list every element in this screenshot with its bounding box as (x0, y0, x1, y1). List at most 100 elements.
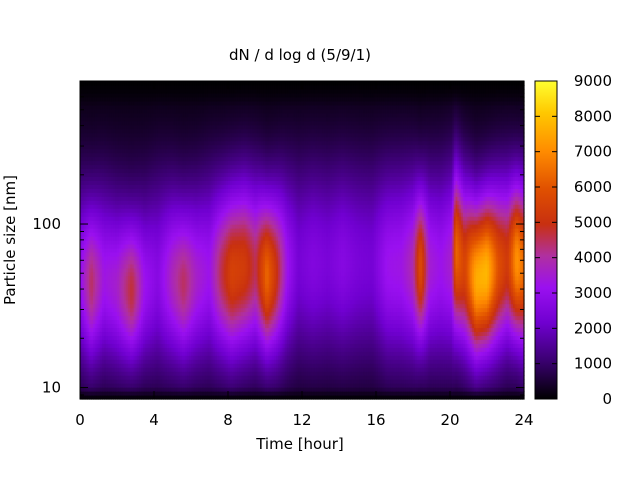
heatmap-cell (176, 363, 179, 368)
heatmap-cell (192, 255, 196, 261)
heatmap-cell (189, 383, 192, 388)
heatmap-cell (137, 84, 140, 90)
heatmap-cell (172, 263, 175, 269)
heatmap-cell (159, 391, 162, 396)
heatmap-cell (94, 216, 98, 221)
heatmap-cell (142, 247, 146, 253)
heatmap-cell (102, 116, 105, 122)
heatmap-cell (192, 275, 196, 281)
heatmap-cell (104, 343, 107, 348)
heatmap-cell (122, 303, 125, 309)
heatmap-cell (133, 371, 137, 376)
heatmap-cell (135, 184, 138, 189)
heatmap-cell (183, 81, 187, 86)
heatmap-cell (150, 335, 153, 340)
heatmap-cell (163, 251, 166, 257)
heatmap-cell (194, 271, 198, 277)
heatmap-cell (166, 240, 170, 245)
heatmap-cell (131, 391, 135, 396)
heatmap-cell (107, 132, 111, 138)
heatmap-cell (120, 152, 124, 158)
heatmap-cell (89, 92, 92, 98)
heatmap-cell (181, 104, 185, 110)
heatmap-cell (98, 216, 101, 221)
heatmap-cell (81, 188, 85, 193)
heatmap-cell (174, 291, 177, 297)
heatmap-cell (100, 359, 103, 364)
heatmap-cell (107, 247, 111, 253)
heatmap-cell (105, 379, 109, 384)
heatmap-cell (98, 255, 101, 261)
heatmap-cell (157, 112, 161, 118)
heatmap-cell (161, 116, 164, 122)
heatmap-cell (137, 148, 140, 154)
heatmap-cell (194, 367, 198, 372)
heatmap-cell (179, 81, 183, 86)
heatmap-cell (192, 299, 196, 305)
heatmap-cell (94, 367, 98, 372)
heatmap-cell (192, 128, 196, 134)
heatmap-cell (148, 108, 151, 114)
heatmap-cell (120, 228, 124, 233)
heatmap-cell (155, 275, 159, 281)
heatmap-cell (133, 343, 137, 348)
heatmap-cell (117, 391, 120, 396)
heatmap-cell (105, 383, 109, 388)
heatmap-cell (139, 208, 142, 213)
heatmap-cell (148, 355, 151, 360)
heatmap-cell (172, 311, 175, 317)
heatmap-cell (178, 212, 181, 217)
heatmap-cell (128, 212, 131, 217)
heatmap-cell (96, 343, 100, 348)
heatmap-cell (179, 164, 183, 170)
heatmap-cell (111, 259, 114, 265)
heatmap-cell (117, 299, 120, 305)
heatmap-cell (181, 180, 185, 185)
heatmap-cell (109, 339, 113, 344)
heatmap-cell (87, 160, 90, 166)
heatmap-cell (131, 108, 135, 114)
heatmap-cell (168, 236, 172, 241)
heatmap-cell (148, 228, 151, 233)
heatmap-cell (96, 315, 100, 321)
heatmap-cell (157, 271, 161, 277)
heatmap-cell (96, 92, 100, 98)
heatmap-cell (155, 363, 159, 368)
heatmap-cell (94, 220, 98, 225)
heatmap-cell (146, 259, 150, 265)
heatmap-cell (109, 112, 113, 118)
heatmap-cell (142, 319, 146, 325)
heatmap-cell (102, 212, 105, 217)
heatmap-cell (142, 287, 146, 293)
heatmap-cell (191, 124, 194, 130)
heatmap-cell (154, 363, 157, 368)
heatmap-cell (105, 232, 109, 237)
heatmap-cell (83, 88, 87, 94)
heatmap-cell (185, 327, 188, 333)
heatmap-cell (133, 204, 137, 209)
heatmap-cell (81, 267, 85, 273)
heatmap-cell (131, 204, 135, 209)
heatmap-cell (179, 339, 183, 344)
heatmap-cell (174, 148, 177, 154)
heatmap-cell (89, 351, 92, 356)
heatmap-cell (92, 263, 96, 269)
heatmap-cell (96, 307, 100, 313)
heatmap-cell (89, 112, 92, 118)
heatmap-cell (191, 216, 194, 221)
heatmap-cell (178, 112, 181, 118)
heatmap-cell (128, 311, 131, 317)
heatmap-cell (118, 216, 122, 221)
heatmap-cell (133, 323, 137, 329)
heatmap-cell (131, 303, 135, 309)
heatmap-cell (91, 180, 94, 185)
heatmap-cell (172, 275, 175, 281)
heatmap-cell (81, 92, 85, 98)
heatmap-cell (191, 263, 194, 269)
heatmap-cell (185, 172, 188, 177)
heatmap-cell (155, 295, 159, 301)
heatmap-cell (166, 96, 170, 102)
heatmap-cell (154, 100, 157, 106)
heatmap-cell (107, 232, 111, 237)
heatmap-cell (126, 200, 129, 205)
